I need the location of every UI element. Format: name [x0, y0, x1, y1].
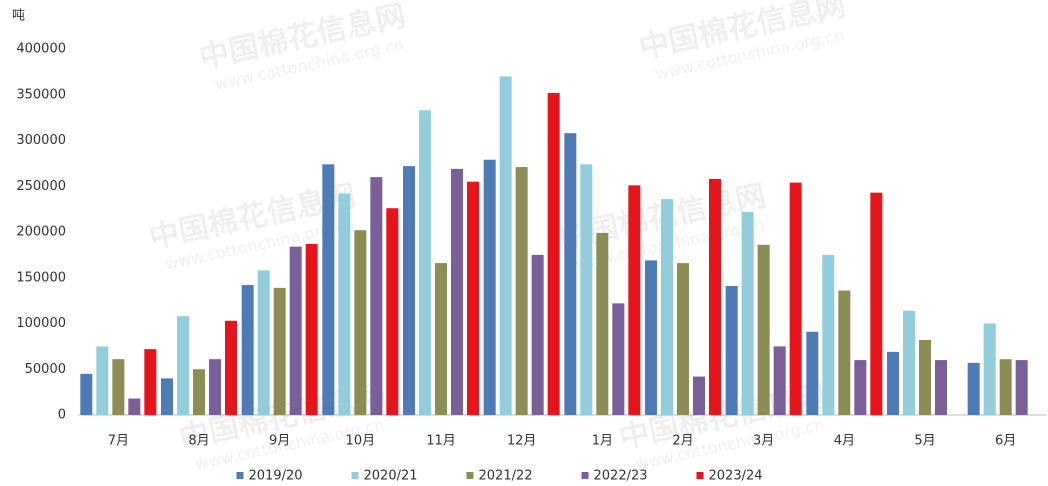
bar [338, 193, 351, 415]
bar [435, 263, 447, 415]
bar [757, 244, 770, 415]
y-tick-label: 100000 [16, 316, 66, 331]
bar [645, 260, 657, 415]
bar [564, 133, 577, 415]
legend-swatch [696, 472, 704, 479]
bar [789, 182, 802, 415]
legend-swatch [581, 472, 589, 479]
bar [289, 246, 302, 415]
bar [112, 359, 125, 415]
bar [999, 359, 1012, 415]
bar [967, 362, 980, 415]
legend-swatch [466, 472, 474, 479]
y-tick-label: 200000 [16, 225, 66, 240]
legend-label: 2023/24 [709, 469, 763, 484]
x-tick-label: 4月 [834, 434, 855, 449]
bar [677, 263, 689, 415]
bar [693, 376, 705, 415]
bar [225, 320, 237, 415]
bar [483, 159, 496, 415]
bar [1015, 360, 1028, 415]
bar [241, 285, 254, 415]
bar [806, 331, 819, 415]
bar [983, 323, 996, 415]
bar [177, 316, 189, 415]
legend-label: 2022/23 [594, 469, 648, 484]
unit-label: 吨 [12, 9, 25, 24]
x-tick-label: 9月 [269, 434, 290, 449]
x-tick-label: 1月 [592, 434, 613, 449]
bar [741, 211, 754, 415]
x-tick-label: 2月 [672, 434, 693, 449]
bar [451, 168, 463, 415]
bar [322, 164, 335, 415]
x-tick-label: 8月 [188, 434, 209, 449]
bar [628, 185, 641, 415]
bar [370, 177, 383, 415]
bar [257, 270, 270, 415]
bar [305, 243, 318, 415]
y-tick-label: 50000 [25, 362, 66, 377]
bar [273, 287, 286, 415]
x-tick-label: 11月 [426, 434, 456, 449]
bar [870, 192, 883, 415]
bar [709, 178, 721, 415]
legend-label: 2021/22 [479, 469, 533, 484]
bar [725, 285, 738, 415]
x-tick-label: 5月 [914, 434, 935, 449]
bar [161, 378, 173, 415]
bar [386, 208, 399, 415]
bar [96, 346, 109, 415]
bar [580, 164, 593, 415]
bar [499, 76, 512, 415]
bar [209, 359, 221, 415]
y-tick-label: 300000 [16, 133, 66, 148]
legend-label: 2020/21 [364, 469, 418, 484]
legend-swatch [351, 472, 359, 479]
bar [547, 92, 560, 416]
bar [935, 360, 947, 415]
x-tick-label: 12月 [507, 434, 537, 449]
y-tick-label: 0 [58, 408, 66, 423]
bar [661, 199, 673, 415]
legend-label: 2019/20 [249, 469, 303, 484]
bar [467, 181, 479, 415]
bar [515, 167, 528, 415]
bar [887, 351, 899, 415]
bar [419, 110, 431, 416]
x-tick-label: 3月 [753, 434, 774, 449]
bar [128, 398, 141, 415]
x-tick-label: 7月 [108, 434, 129, 449]
bar [193, 369, 205, 415]
bar [80, 373, 93, 415]
y-tick-label: 150000 [16, 270, 66, 285]
bar [403, 166, 415, 415]
x-tick-label: 10月 [346, 434, 376, 449]
y-tick-label: 400000 [16, 42, 66, 57]
x-tick-label: 6月 [995, 434, 1016, 449]
bar [531, 254, 544, 415]
bar [838, 290, 851, 415]
bar [596, 232, 609, 415]
bar [903, 310, 915, 415]
legend-swatch [236, 472, 244, 479]
bar [354, 230, 367, 415]
bar [612, 303, 625, 415]
bar [822, 254, 835, 415]
y-tick-label: 350000 [16, 87, 66, 102]
bar [773, 346, 786, 415]
y-tick-label: 250000 [16, 179, 66, 194]
bar [919, 339, 931, 415]
bar [144, 349, 157, 415]
bar [854, 360, 867, 415]
